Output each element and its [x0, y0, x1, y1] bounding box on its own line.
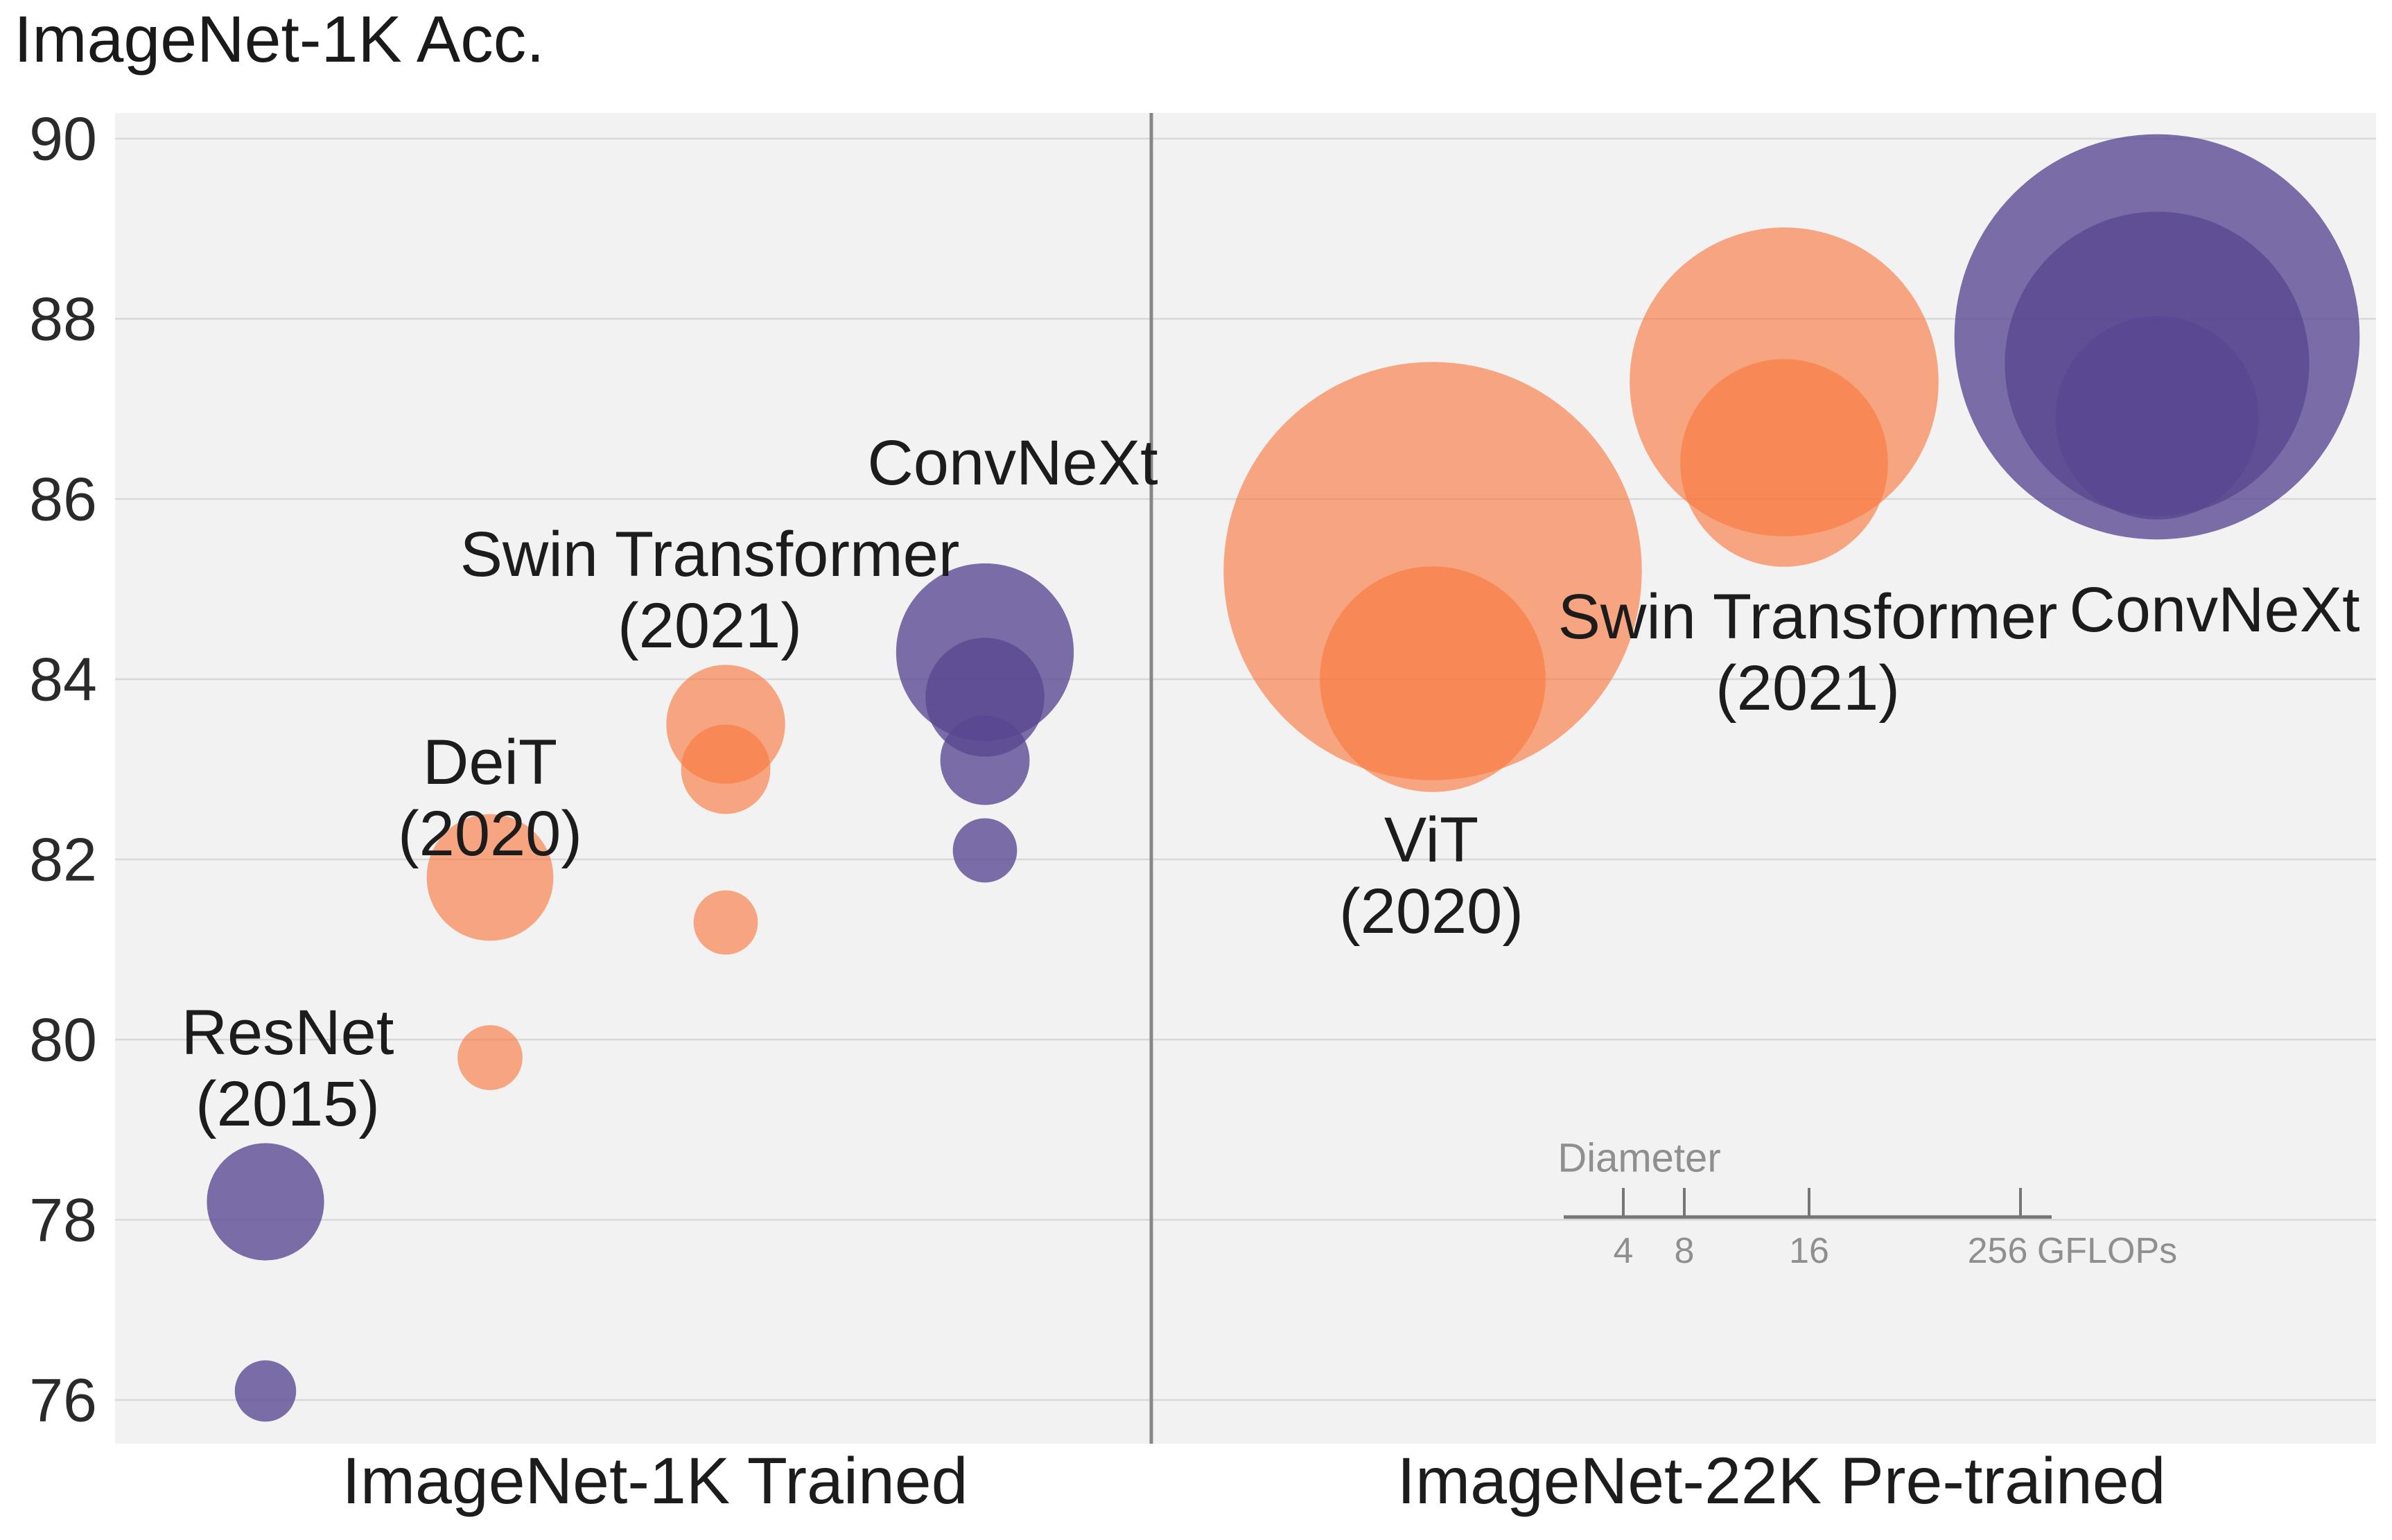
annotation-line: Swin Transformer — [460, 519, 960, 590]
y-tick-label-76: 76 — [29, 1366, 97, 1435]
y-tick-label-84: 84 — [29, 645, 97, 714]
bubble-resnet-2015--76.1 — [234, 1360, 297, 1422]
annotation-line: Swin Transformer — [1558, 581, 2058, 652]
annotation-line: ConvNeXt — [867, 428, 1158, 498]
panel-labels: ImageNet-1K Trained ImageNet-22K Pre-trai… — [342, 1444, 2166, 1518]
annotation-resnet: ResNet(2015) — [182, 997, 394, 1139]
annotation-vit: ViT(2020) — [1339, 805, 1524, 947]
legend-tick-label-4: 4 — [1614, 1231, 1634, 1271]
y-axis-tick-labels: 90 88 86 84 82 80 78 76 — [29, 105, 97, 1435]
bubble-swin-transformer-2021--83 — [681, 724, 771, 814]
annotation-line: ResNet — [182, 997, 394, 1068]
bubble-deit-2020--81.8 — [426, 814, 554, 941]
annotation-line: (2015) — [195, 1069, 380, 1139]
annotation-line: (2021) — [1716, 653, 1900, 724]
y-tick-label-82: 82 — [29, 825, 97, 894]
y-tick-label-88: 88 — [29, 285, 97, 353]
annotation-line: (2020) — [1339, 876, 1524, 947]
chart-title: ImageNet-1K Acc. — [14, 3, 545, 76]
model-bubbles — [207, 134, 2360, 1422]
legend-tick-label-256: 256 — [1968, 1231, 2028, 1271]
annotation-swin-transformer: Swin Transformer(2021) — [460, 519, 960, 661]
bubble-swin-transformer-2021--81.3 — [693, 890, 758, 955]
annotation-line: (2021) — [618, 590, 802, 661]
legend-tick-label-16: 16 — [1789, 1231, 1829, 1271]
bubble-convnext-83.1 — [940, 715, 1030, 805]
annotation-swin-transformer: Swin Transformer(2021) — [1558, 581, 2058, 724]
annotation-line: DeiT — [423, 727, 557, 798]
y-tick-label-90: 90 — [29, 105, 97, 173]
model-family-labels: ResNet(2015)DeiT(2020)Swin Transformer(2… — [182, 428, 2360, 1139]
bubble-convnext-82.1 — [952, 818, 1018, 883]
annotation-line: ViT — [1384, 805, 1478, 875]
annotation-convnext: ConvNeXt — [867, 428, 1158, 498]
annotation-line: (2020) — [398, 798, 582, 869]
bubble-resnet-2015--78.2 — [207, 1143, 324, 1261]
annotation-convnext: ConvNeXt — [2069, 575, 2359, 645]
annotation-line: ConvNeXt — [2069, 575, 2359, 645]
panel-label-imagenet-22k: ImageNet-22K Pre-trained — [1397, 1444, 2166, 1518]
diameter-legend: Diameter 4 8 16 256 GFLOPs — [1557, 1136, 2177, 1272]
bubble-swin-transformer-2021--86.4 — [1680, 359, 1888, 567]
bubble-convnext-83.8 — [925, 638, 1045, 757]
y-tick-label-80: 80 — [29, 1006, 97, 1074]
bubble-vit-2020--84 — [1320, 566, 1546, 792]
bubble-convnext-86.9 — [2055, 316, 2259, 520]
annotation-deit: DeiT(2020) — [398, 727, 582, 869]
bubble-deit-2020--79.8 — [457, 1025, 523, 1090]
y-tick-label-78: 78 — [29, 1186, 97, 1254]
legend-title: Diameter — [1557, 1136, 1720, 1181]
legend-unit-label: GFLOPs — [2037, 1231, 2177, 1271]
panel-label-imagenet-1k: ImageNet-1K Trained — [342, 1444, 968, 1518]
legend-tick-label-8: 8 — [1675, 1231, 1695, 1271]
y-tick-label-86: 86 — [29, 465, 97, 534]
